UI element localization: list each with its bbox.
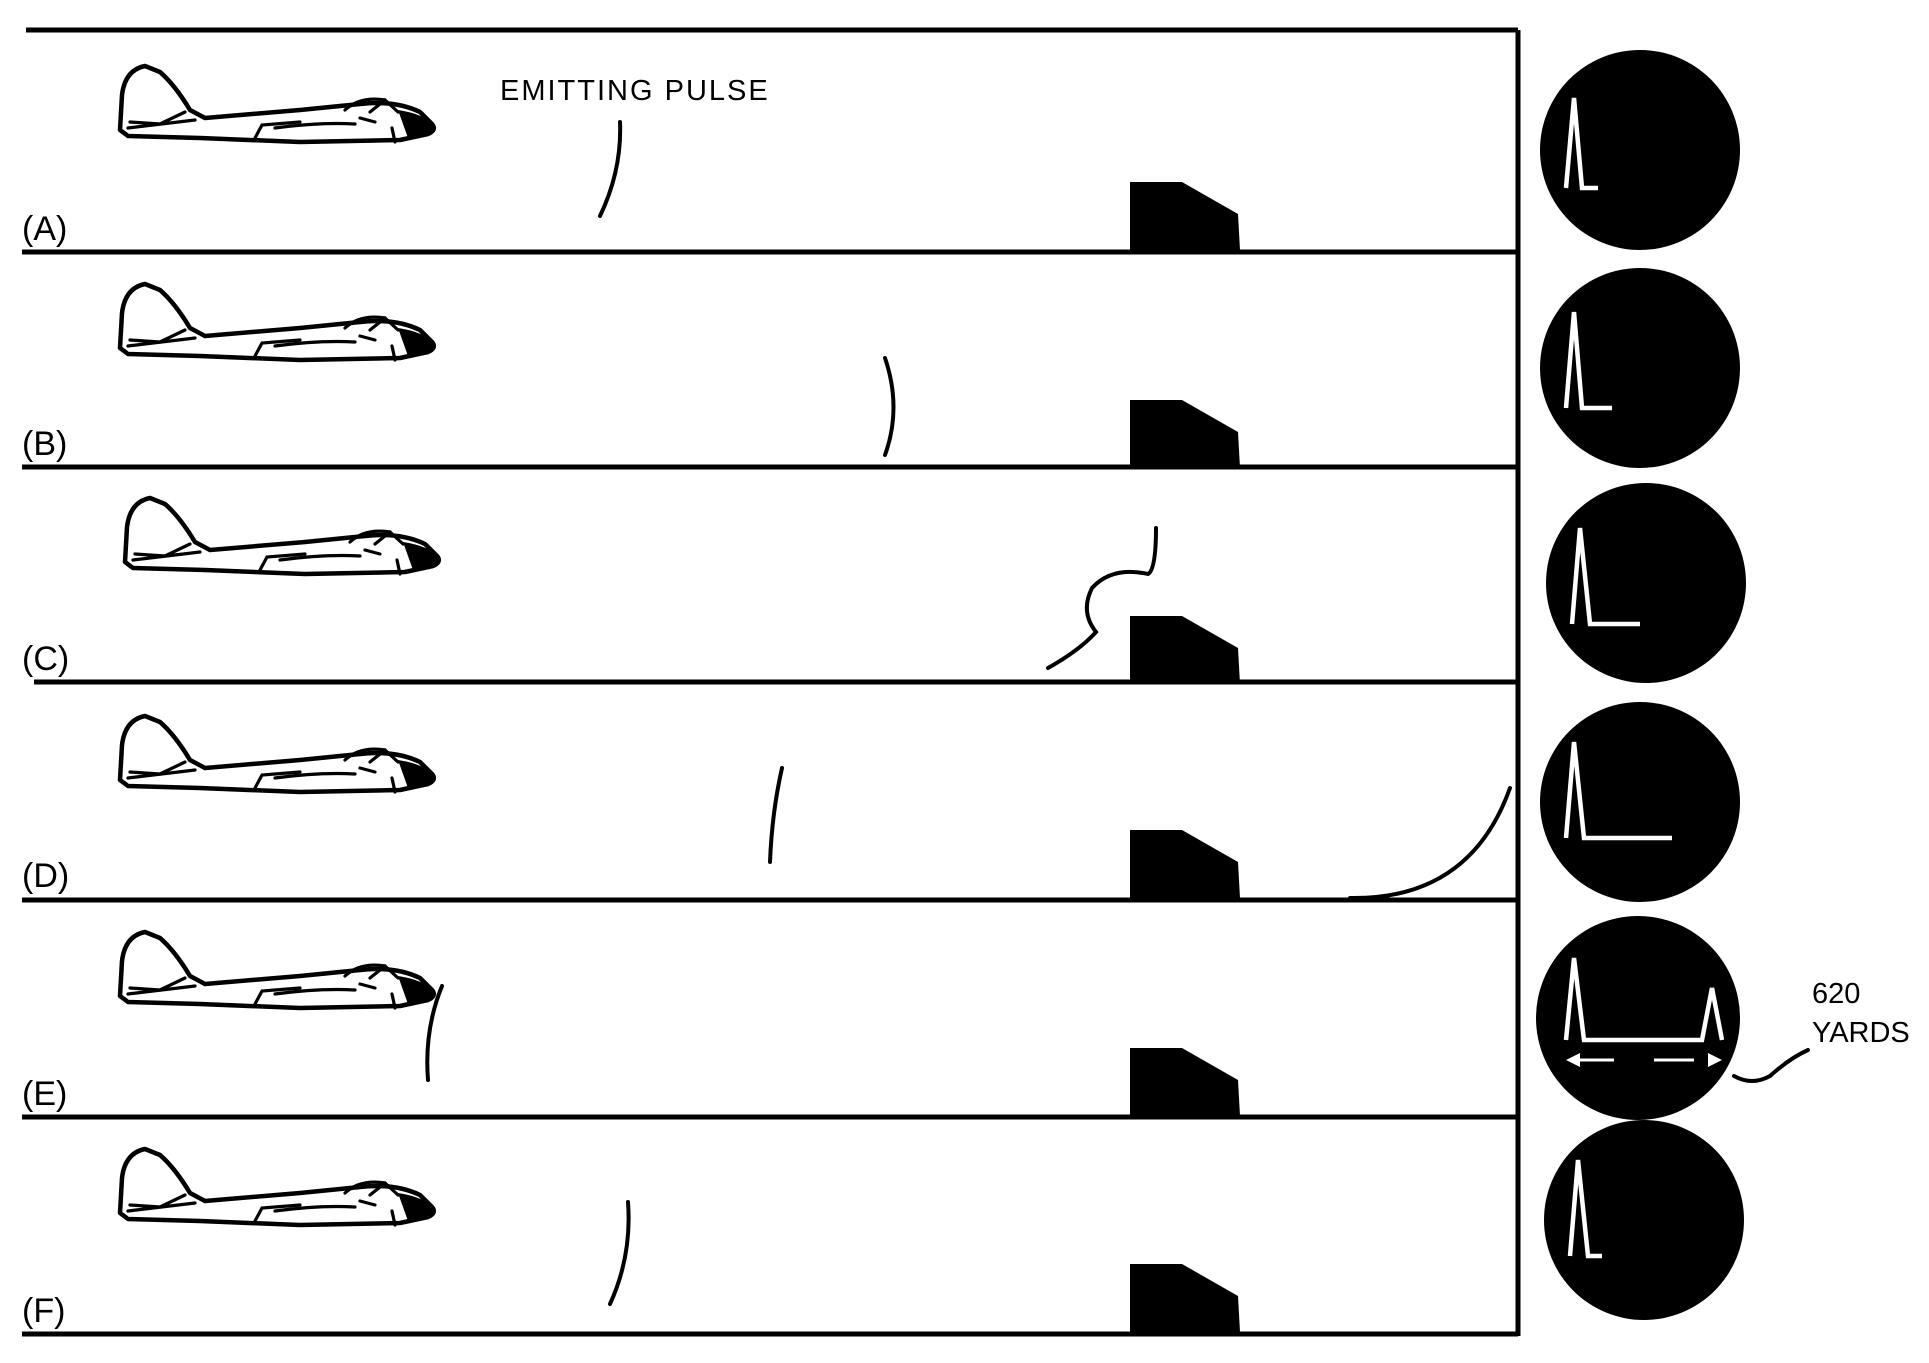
panel-label: (B) xyxy=(22,425,67,463)
aircraft-icon xyxy=(125,498,439,574)
ship-target-icon xyxy=(1130,182,1240,250)
oscilloscope-screen-icon xyxy=(1540,50,1740,250)
oscilloscope-screen-icon xyxy=(1544,1120,1744,1320)
aircraft-icon xyxy=(120,284,434,360)
oscilloscope-screen-icon xyxy=(1536,916,1740,1120)
aircraft-icon xyxy=(120,932,434,1008)
emitting-pulse-label: EMITTING PULSE xyxy=(500,75,770,107)
panel-e: (E) 620 YARDS xyxy=(22,916,1910,1120)
oscilloscope-screen-icon xyxy=(1540,268,1740,468)
aircraft-icon xyxy=(120,716,434,792)
panel-f: (F) xyxy=(22,1120,1744,1337)
pulse-wavefront xyxy=(768,766,784,864)
range-unit-label: YARDS xyxy=(1812,1017,1910,1049)
range-value-label: 620 xyxy=(1812,978,1860,1010)
echo-wavefront xyxy=(425,984,444,1082)
ship-target-icon xyxy=(1130,616,1240,684)
panel-label: (D) xyxy=(22,857,69,895)
echo-wavefront xyxy=(1348,786,1512,901)
panel-label: (F) xyxy=(22,1292,65,1330)
ship-target-icon xyxy=(1130,400,1240,468)
oscilloscope-screen-icon xyxy=(1546,483,1746,683)
transmitted-pulse-trace xyxy=(1563,957,1725,1043)
panel-label: (A) xyxy=(22,210,67,248)
panel-a: (A) EMITTING PULSE xyxy=(22,50,1740,255)
panel-d: (D) xyxy=(22,702,1740,903)
pulse-wavefront xyxy=(883,356,896,457)
ship-target-icon xyxy=(1130,830,1240,898)
oscilloscope-screen-icon xyxy=(1540,702,1740,902)
pulse-wavefront xyxy=(1046,526,1158,670)
pulse-wavefront xyxy=(598,120,623,218)
pulse-wavefront xyxy=(608,1200,631,1306)
ship-target-icon xyxy=(1130,1048,1240,1116)
panel-label: (E) xyxy=(22,1075,67,1113)
panel-c: (C) xyxy=(22,483,1746,685)
range-leader-line xyxy=(1732,1048,1810,1083)
panel-label: (C) xyxy=(22,640,69,678)
ship-target-icon xyxy=(1130,1264,1240,1332)
aircraft-icon xyxy=(120,66,434,142)
panel-b: (B) xyxy=(22,268,1740,470)
aircraft-icon xyxy=(120,1149,434,1225)
